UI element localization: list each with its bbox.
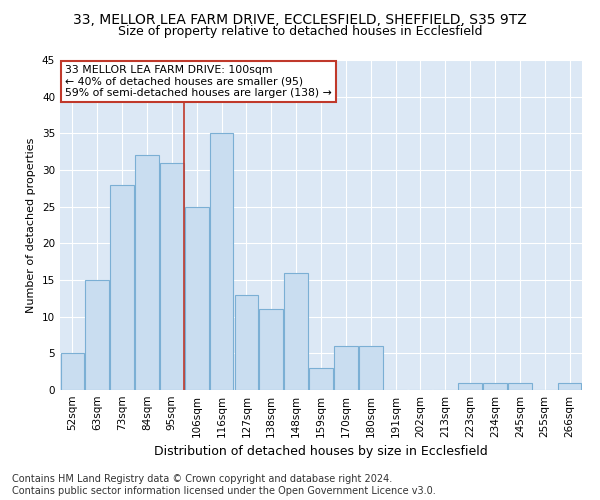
Text: 33 MELLOR LEA FARM DRIVE: 100sqm
← 40% of detached houses are smaller (95)
59% o: 33 MELLOR LEA FARM DRIVE: 100sqm ← 40% o… [65, 65, 332, 98]
Bar [61, 354, 84, 390]
Bar [135, 156, 159, 390]
Bar [334, 346, 358, 390]
Bar [210, 134, 233, 390]
Bar [85, 280, 109, 390]
Bar [259, 310, 283, 390]
X-axis label: Distribution of detached houses by size in Ecclesfield: Distribution of detached houses by size … [154, 446, 488, 458]
Bar [309, 368, 333, 390]
Bar [508, 382, 532, 390]
Text: Contains HM Land Registry data © Crown copyright and database right 2024.
Contai: Contains HM Land Registry data © Crown c… [12, 474, 436, 496]
Bar [483, 382, 507, 390]
Bar [160, 162, 184, 390]
Text: 33, MELLOR LEA FARM DRIVE, ECCLESFIELD, SHEFFIELD, S35 9TZ: 33, MELLOR LEA FARM DRIVE, ECCLESFIELD, … [73, 12, 527, 26]
Y-axis label: Number of detached properties: Number of detached properties [26, 138, 37, 312]
Bar [284, 272, 308, 390]
Bar [359, 346, 383, 390]
Bar [458, 382, 482, 390]
Bar [235, 294, 258, 390]
Bar [558, 382, 581, 390]
Bar [185, 206, 209, 390]
Text: Size of property relative to detached houses in Ecclesfield: Size of property relative to detached ho… [118, 25, 482, 38]
Bar [110, 184, 134, 390]
